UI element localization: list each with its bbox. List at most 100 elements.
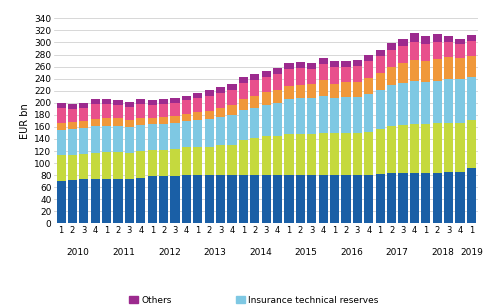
- Bar: [307, 98, 317, 134]
- Bar: [125, 179, 134, 223]
- Bar: [239, 77, 248, 84]
- Bar: [318, 58, 328, 64]
- Bar: [250, 80, 259, 95]
- Bar: [467, 41, 476, 56]
- Bar: [444, 79, 453, 123]
- Bar: [433, 173, 442, 223]
- Bar: [433, 43, 442, 59]
- Bar: [284, 134, 293, 175]
- Text: 2015: 2015: [295, 248, 317, 257]
- Bar: [353, 66, 362, 82]
- Bar: [444, 42, 453, 57]
- Bar: [410, 81, 419, 125]
- Bar: [467, 56, 476, 77]
- Bar: [239, 84, 248, 99]
- Bar: [68, 180, 77, 223]
- Bar: [262, 175, 271, 223]
- Bar: [182, 100, 191, 114]
- Bar: [125, 102, 134, 107]
- Bar: [57, 108, 66, 123]
- Bar: [307, 84, 317, 98]
- Bar: [113, 100, 123, 105]
- Bar: [79, 108, 88, 121]
- Text: 2016: 2016: [340, 248, 363, 257]
- Bar: [273, 136, 282, 175]
- Bar: [398, 125, 408, 173]
- Bar: [205, 110, 214, 119]
- Bar: [342, 61, 351, 67]
- Bar: [68, 109, 77, 122]
- Bar: [330, 67, 339, 84]
- Bar: [444, 57, 453, 79]
- Bar: [79, 154, 88, 179]
- Bar: [216, 117, 225, 145]
- Bar: [113, 105, 123, 118]
- Bar: [421, 173, 430, 223]
- Bar: [193, 147, 203, 175]
- Bar: [136, 118, 145, 125]
- Bar: [376, 56, 385, 73]
- Bar: [182, 147, 191, 175]
- Bar: [68, 155, 77, 180]
- Bar: [387, 50, 396, 67]
- Bar: [136, 151, 145, 177]
- Bar: [205, 147, 214, 175]
- Bar: [398, 83, 408, 125]
- Bar: [239, 140, 248, 175]
- Bar: [284, 63, 293, 69]
- Bar: [433, 81, 442, 123]
- Bar: [102, 118, 111, 126]
- Bar: [227, 90, 237, 105]
- Bar: [456, 79, 464, 123]
- Bar: [57, 130, 66, 155]
- Bar: [125, 153, 134, 179]
- Bar: [387, 67, 396, 85]
- Bar: [125, 127, 134, 153]
- Bar: [376, 174, 385, 223]
- Bar: [159, 124, 168, 150]
- Text: 2017: 2017: [386, 248, 409, 257]
- Bar: [273, 175, 282, 223]
- Bar: [387, 85, 396, 126]
- Bar: [410, 42, 419, 60]
- Bar: [159, 99, 168, 104]
- Bar: [444, 36, 453, 42]
- Bar: [239, 99, 248, 110]
- Bar: [79, 179, 88, 223]
- Bar: [250, 175, 259, 223]
- Bar: [193, 120, 203, 147]
- Bar: [273, 103, 282, 136]
- Bar: [113, 151, 123, 179]
- Bar: [227, 115, 237, 145]
- Bar: [296, 134, 305, 175]
- Bar: [376, 90, 385, 129]
- Bar: [193, 92, 203, 98]
- Bar: [307, 134, 317, 175]
- Bar: [262, 105, 271, 136]
- Bar: [296, 85, 305, 98]
- Bar: [444, 123, 453, 172]
- Bar: [330, 133, 339, 175]
- Bar: [262, 77, 271, 92]
- Bar: [125, 107, 134, 120]
- Bar: [262, 136, 271, 175]
- Bar: [364, 175, 373, 223]
- Bar: [148, 105, 157, 118]
- Bar: [79, 128, 88, 154]
- Bar: [364, 61, 373, 78]
- Bar: [216, 108, 225, 117]
- Bar: [193, 98, 203, 112]
- Bar: [205, 90, 214, 96]
- Bar: [330, 98, 339, 133]
- Bar: [227, 175, 237, 223]
- Bar: [193, 175, 203, 223]
- Bar: [91, 126, 100, 153]
- Bar: [148, 176, 157, 223]
- Bar: [182, 121, 191, 147]
- Bar: [182, 114, 191, 121]
- Bar: [91, 104, 100, 119]
- Bar: [456, 58, 464, 79]
- Bar: [330, 84, 339, 98]
- Bar: [342, 133, 351, 175]
- Text: 2012: 2012: [158, 248, 181, 257]
